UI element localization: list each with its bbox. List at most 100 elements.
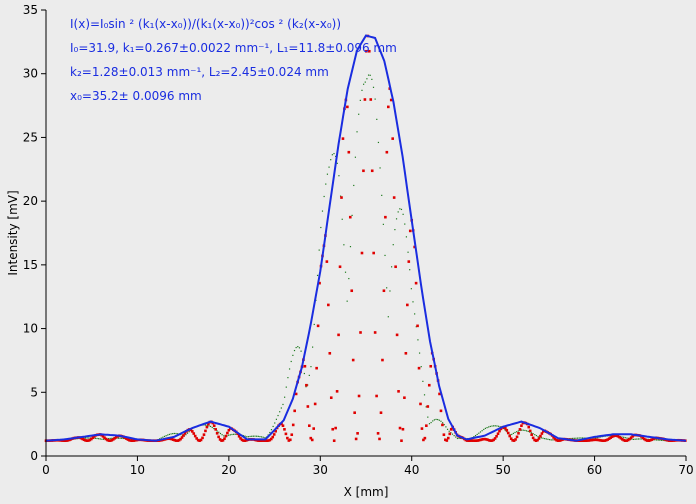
measured-point (479, 431, 482, 433)
measured-point (432, 420, 434, 422)
fit-point (609, 436, 612, 439)
fit-point (669, 439, 672, 443)
measured-point (312, 346, 314, 348)
fit-point (441, 423, 444, 427)
fit-point (485, 438, 488, 441)
fit-point (346, 105, 349, 109)
measured-point (267, 434, 269, 436)
measured-point (405, 236, 408, 238)
measured-point (331, 154, 333, 156)
x-tick-label: 40 (404, 463, 419, 477)
measured-point (272, 425, 274, 428)
fit-point (420, 427, 424, 430)
measured-point (423, 394, 426, 396)
fit-point (473, 439, 476, 442)
fit-point (504, 426, 507, 430)
measured-point (103, 438, 105, 440)
measured-point (274, 422, 276, 424)
fit-point (132, 439, 136, 442)
fit-point (258, 439, 261, 442)
fit-point (204, 429, 207, 433)
fit-point (444, 438, 447, 442)
fit-point (486, 438, 490, 442)
measured-point (453, 435, 455, 437)
x-tick-label: 50 (496, 463, 511, 477)
measured-point (438, 419, 440, 421)
fit-point (224, 434, 228, 438)
fit-point (131, 439, 134, 443)
measured-point (290, 360, 292, 363)
fit-point (353, 411, 356, 415)
measured-point (99, 438, 101, 440)
fit-point (604, 438, 608, 442)
measured-point (369, 74, 371, 76)
fit-point (170, 437, 174, 441)
fit-point (479, 438, 482, 442)
fit-point (114, 435, 118, 439)
measured-point (631, 438, 633, 440)
fit-point (527, 425, 531, 429)
fit-point (449, 428, 453, 431)
fit-point (202, 433, 206, 436)
fit-point (480, 438, 484, 441)
fit-point (511, 439, 514, 442)
fit-point (445, 439, 449, 442)
fit-point (369, 98, 373, 101)
fit-point (423, 436, 427, 440)
measured-point (451, 433, 454, 435)
fit-point (262, 439, 266, 442)
measured-point (107, 438, 110, 440)
fit-point (651, 437, 655, 441)
measured-point (101, 438, 103, 440)
measured-point (211, 426, 213, 429)
measured-point (407, 251, 409, 253)
measured-point (400, 208, 403, 211)
fit-point (68, 438, 71, 442)
measured-point (483, 428, 485, 431)
fit-point (365, 49, 368, 53)
fit-point (558, 439, 561, 442)
measured-point (442, 422, 444, 424)
fit-point (284, 432, 288, 436)
measured-point (590, 438, 592, 440)
y-tick-label: 25 (23, 130, 38, 144)
measured-point (632, 438, 635, 441)
measured-point (361, 89, 363, 91)
fit-point (593, 438, 596, 442)
fit-point (372, 251, 375, 255)
fit-point (293, 409, 296, 413)
fit-point (182, 434, 185, 437)
measured-point (206, 424, 208, 426)
measured-point (208, 425, 210, 427)
fit-point (442, 433, 446, 437)
fit-point (337, 333, 340, 337)
fit-point (79, 436, 83, 440)
measured-point (229, 434, 231, 436)
fit-point (385, 150, 389, 154)
fit-point (363, 98, 367, 101)
fit-point (196, 438, 200, 442)
fit-point (583, 439, 586, 443)
fit-point (91, 436, 95, 440)
fit-annotation-line: x₀=35.2± 0.0096 mm (70, 89, 202, 103)
measured-point (414, 313, 416, 315)
measured-point (185, 434, 187, 436)
fit-point (528, 429, 532, 433)
fit-point (103, 436, 106, 439)
fit-point (271, 435, 275, 439)
measured-point (455, 436, 457, 438)
measured-point (578, 437, 580, 439)
measured-point (259, 435, 261, 438)
fit-point (327, 303, 330, 307)
fit-point (212, 424, 216, 428)
y-tick-label: 20 (23, 194, 38, 208)
x-tick-label: 30 (313, 463, 328, 477)
measured-point (497, 425, 500, 427)
fit-point (274, 429, 277, 433)
fit-point (403, 396, 406, 400)
measured-point (158, 438, 161, 440)
fit-point (207, 422, 210, 426)
fit-point (256, 439, 260, 442)
fit-point (650, 438, 653, 442)
fit-point (647, 439, 650, 442)
